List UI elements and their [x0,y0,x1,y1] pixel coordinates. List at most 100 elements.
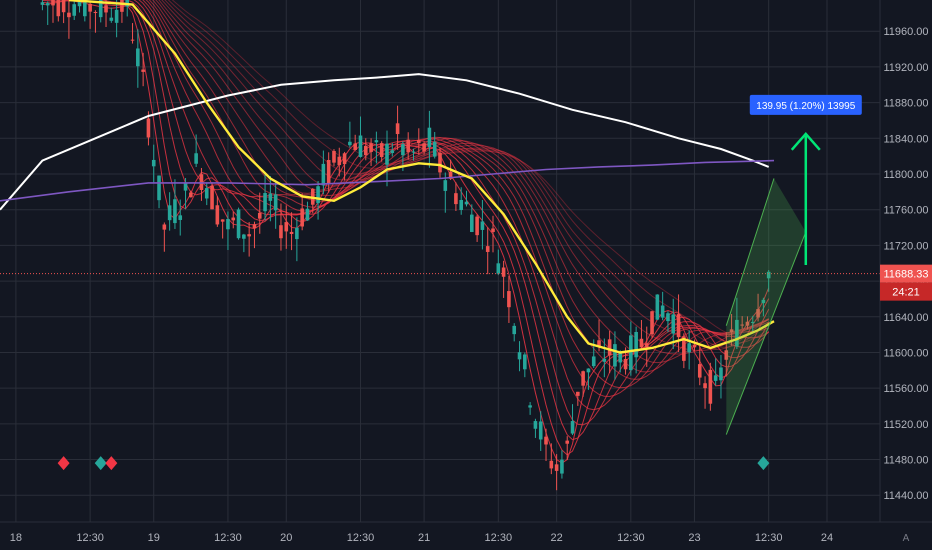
x-axis[interactable]: 18 12:30 19 12:30 20 12:30 21 12:30 22 12:30 23 12:… [10,532,833,544]
y-tick-label: 11880.00 [883,98,928,110]
candle-body [448,171,453,179]
candle-body [538,421,543,440]
candle-body [72,4,77,16]
candle-body [660,305,665,318]
candle-body [459,199,464,210]
candle-body [374,140,379,143]
candle-body [639,338,644,348]
candle-body [570,421,575,434]
candle-body [257,212,262,219]
candle-body [167,205,172,221]
candle-body [432,141,437,157]
x-tick-label: 21 [418,532,430,544]
candle-body [740,324,744,326]
last-price-tag-bg [880,264,932,283]
candle-body [289,231,294,234]
candle-body [411,151,416,153]
candle-body [719,367,723,381]
candle-body [157,175,161,201]
candle-body [602,358,607,362]
candle-body [687,343,691,353]
series-line-1 [0,159,775,202]
up-arrow-head [790,131,821,151]
x-tick-label: 12:30 [347,532,375,544]
candle-body [554,464,559,471]
candle-body [231,217,236,221]
candle-body [501,267,506,277]
signal-diamond [105,456,118,471]
channel-top-line [725,178,775,326]
candle-body [517,352,522,360]
candle-body [496,263,501,274]
ribbon-line [148,0,769,373]
channel-bottom-line [725,231,807,435]
candle-body [692,344,697,348]
auto-scale-button[interactable]: A [903,533,910,544]
candle-body [130,39,135,41]
channel-fill [726,178,806,435]
candle-body [565,440,570,444]
candle-body [634,331,638,358]
candle-body [761,299,766,304]
candle-body [676,314,681,338]
candle-body [697,364,702,378]
candle-body [151,159,156,167]
candle-body [358,135,363,157]
candle-body [597,340,601,347]
candle-body [650,311,654,335]
grid [0,0,880,522]
candle-body [401,144,405,156]
candle-body [45,3,50,6]
candle-body [395,123,400,135]
candle-body [724,350,729,360]
y-tick-label: 11640.00 [883,312,928,324]
candle-body [252,224,257,229]
candle-body [88,3,92,12]
candle-body [512,325,517,335]
candle-body [475,216,479,236]
last-price-tag: 11688.33 [883,269,928,281]
candle-body [93,11,98,13]
annotations: 139.95 (1.20%) 13995 [57,94,862,471]
candle-body [40,2,45,5]
candle-body [591,356,596,367]
candle-body [342,153,347,165]
candle-body [305,208,310,221]
candle-body [581,371,585,386]
candle-body [226,219,230,230]
ribbon-line [167,0,770,344]
candle-body [263,193,267,212]
y-tick-label: 11600.00 [883,347,928,359]
candle-body [295,227,299,240]
candle-body [427,127,432,148]
y-tick-label: 11440.00 [883,490,928,502]
auto-scale-label[interactable]: A [903,533,910,544]
candle-body [194,153,198,164]
candle-body [703,383,707,389]
candle-body [173,199,177,224]
candle-body [443,180,448,191]
ribbon-line [171,0,769,339]
ribbon-line [164,0,770,348]
candle-body [576,391,580,396]
candle-body [61,0,66,13]
candle-body [491,228,495,232]
series-line-2 [68,0,775,354]
candle-body [549,460,554,469]
candle-body [104,5,108,13]
candle-body [204,188,209,199]
candle-body [120,0,124,12]
y-tick-label: 11720.00 [883,240,928,252]
candle-body [51,0,55,6]
candle-body [613,344,617,367]
candle-body [644,343,649,348]
candle-body [390,150,395,153]
candle-body [268,193,273,201]
candle-body [136,48,140,67]
candle-body [750,321,755,323]
series-line-0 [0,73,770,211]
candle-body [586,368,591,373]
candle-body [671,314,676,334]
